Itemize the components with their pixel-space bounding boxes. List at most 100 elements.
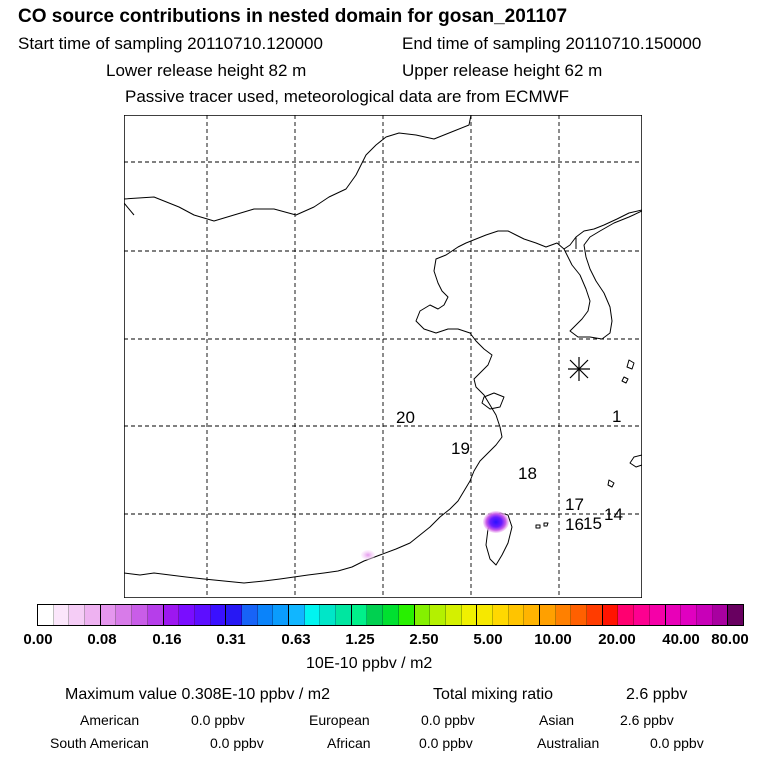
map-label: 19 xyxy=(451,439,470,458)
colorbar-swatch xyxy=(712,605,729,625)
map-label: 14 xyxy=(604,505,623,524)
colorbar-tick: 20.00 xyxy=(598,631,636,648)
island xyxy=(607,479,615,488)
colorbar-swatch xyxy=(430,605,446,625)
colorbar-swatch xyxy=(681,605,697,625)
colorbar-swatch xyxy=(728,605,743,625)
colorbar-swatch xyxy=(634,605,650,625)
map-label: 17 xyxy=(565,495,584,514)
colorbar-swatch xyxy=(367,605,384,625)
map-grid xyxy=(124,115,642,598)
colorbar-swatch xyxy=(414,605,431,625)
colorbar-swatch xyxy=(383,605,399,625)
korea-coast xyxy=(563,210,642,340)
colorbar xyxy=(37,604,744,626)
colorbar-swatch xyxy=(398,605,415,625)
colorbar-swatch xyxy=(163,605,180,625)
african-label: African xyxy=(327,735,371,751)
colorbar-swatch xyxy=(696,605,713,625)
colorbar-swatch xyxy=(257,605,274,625)
colorbar-swatch xyxy=(226,605,242,625)
colorbar-swatch xyxy=(38,605,54,625)
colorbar-swatch xyxy=(273,605,289,625)
lower-release-height: Lower release height 82 m xyxy=(106,61,307,80)
american-value: 0.0 ppbv xyxy=(191,712,245,728)
colorbar-swatch xyxy=(571,605,588,625)
colorbar-tick: 40.00 xyxy=(662,631,700,648)
total-mixing-value: 2.6 ppbv xyxy=(626,686,688,703)
island xyxy=(629,454,642,468)
colorbar-tick: 10.00 xyxy=(534,631,572,648)
map-label: 18 xyxy=(518,464,537,483)
concentration-plume-minor xyxy=(361,550,375,560)
colorbar-swatch xyxy=(304,605,321,625)
map-panel: 20 19 18 17 16 15 14 1 xyxy=(124,115,642,598)
colorbar-swatch xyxy=(649,605,666,625)
colorbar-tick: 1.25 xyxy=(345,631,375,648)
colorbar-tick: 0.00 xyxy=(23,631,53,648)
colorbar-swatch xyxy=(132,605,148,625)
south-american-value: 0.0 ppbv xyxy=(210,735,264,751)
colorbar-swatch xyxy=(147,605,164,625)
south-american-label: South American xyxy=(50,735,149,751)
map-label: 15 xyxy=(583,514,602,533)
colorbar-swatch xyxy=(320,605,337,625)
colorbar-tick: 80.00 xyxy=(711,631,749,648)
max-value: Maximum value 0.308E-10 ppbv / m2 xyxy=(65,686,331,703)
colorbar-swatch xyxy=(194,605,211,625)
total-mixing-label: Total mixing ratio xyxy=(433,686,554,703)
european-value: 0.0 ppbv xyxy=(421,712,475,728)
colorbar-swatch xyxy=(524,605,540,625)
colorbar-swatch xyxy=(100,605,117,625)
asterisk-icon xyxy=(568,357,590,381)
colorbar-swatch xyxy=(241,605,258,625)
start-time: Start time of sampling 20110710.120000 xyxy=(18,34,323,53)
island xyxy=(621,376,629,384)
colorbar-swatch xyxy=(445,605,462,625)
european-label: European xyxy=(309,712,370,728)
colorbar-swatch xyxy=(351,605,368,625)
australian-value: 0.0 ppbv xyxy=(650,735,704,751)
colorbar-tick: 2.50 xyxy=(409,631,439,648)
coastlines xyxy=(124,115,642,584)
colorbar-swatch xyxy=(555,605,572,625)
colorbar-tick: 0.31 xyxy=(216,631,246,648)
island xyxy=(626,359,635,370)
chart-title: CO source contributions in nested domain… xyxy=(18,6,568,27)
colorbar-unit: 10E-10 ppbv / m2 xyxy=(306,655,433,672)
map-label: 20 xyxy=(396,408,415,427)
colorbar-swatch xyxy=(53,605,70,625)
colorbar-swatch xyxy=(179,605,195,625)
african-value: 0.0 ppbv xyxy=(419,735,473,751)
colorbar-swatch xyxy=(587,605,603,625)
colorbar-swatch xyxy=(618,605,635,625)
colorbar-tick: 5.00 xyxy=(473,631,503,648)
island xyxy=(535,524,541,529)
map-label: 1 xyxy=(612,407,621,426)
colorbar-tick: 0.08 xyxy=(87,631,117,648)
upper-release-height: Upper release height 62 m xyxy=(402,61,603,80)
colorbar-swatch xyxy=(289,605,305,625)
american-label: American xyxy=(80,712,140,728)
mongolia-border xyxy=(124,115,472,222)
asian-value: 2.6 ppbv xyxy=(620,712,674,728)
colorbar-swatch xyxy=(85,605,101,625)
colorbar-swatch xyxy=(665,605,682,625)
colorbar-swatch xyxy=(461,605,478,625)
china-coast xyxy=(124,209,642,584)
colorbar-swatch xyxy=(492,605,509,625)
map-label: 16 xyxy=(565,515,584,534)
australian-label: Australian xyxy=(537,735,600,751)
colorbar-swatch xyxy=(508,605,525,625)
colorbar-swatch xyxy=(602,605,619,625)
concentration-plume xyxy=(483,511,509,533)
border-west xyxy=(124,202,135,216)
end-time: End time of sampling 20110710.150000 xyxy=(402,34,702,53)
colorbar-swatch xyxy=(69,605,86,625)
island xyxy=(543,522,549,527)
colorbar-swatch xyxy=(210,605,227,625)
colorbar-swatch xyxy=(336,605,352,625)
colorbar-swatch xyxy=(540,605,556,625)
colorbar-tick: 0.63 xyxy=(281,631,311,648)
colorbar-swatch xyxy=(116,605,133,625)
